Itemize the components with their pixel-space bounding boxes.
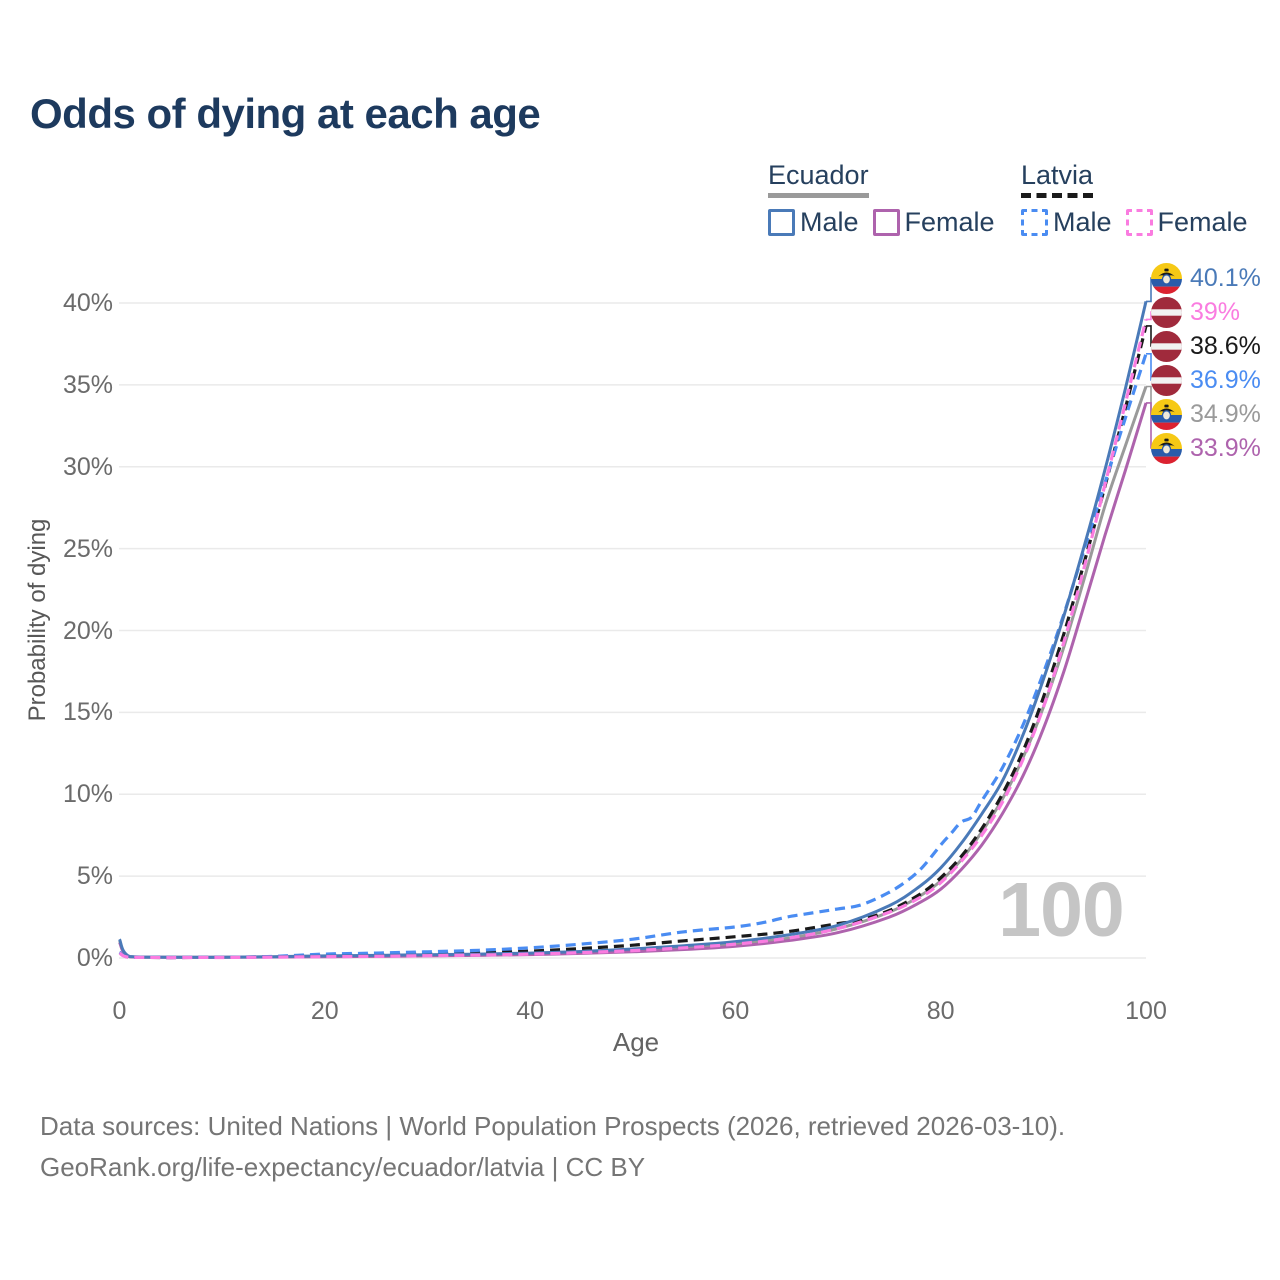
legend-item-ecuador-male[interactable]: Male <box>768 207 859 238</box>
end-value-label-ecuador-female: 33.9% <box>1190 434 1261 462</box>
y-tick-40: 40% <box>62 289 113 317</box>
y-tick-10: 10% <box>62 780 113 809</box>
x-tick-20: 20 <box>310 997 339 1025</box>
legend-header-latvia[interactable]: Latvia <box>1021 160 1094 198</box>
x-tick-60: 60 <box>721 997 750 1025</box>
legend-item-latvia-male[interactable]: Male <box>1021 207 1112 238</box>
y-tick-25: 25% <box>62 534 113 563</box>
legend-swatch-latvia-male <box>1021 209 1048 236</box>
legend-swatch-ecuador-male <box>768 209 795 236</box>
latvia-flag-icon <box>1151 365 1182 396</box>
y-tick-15: 15% <box>62 698 113 727</box>
y-axis-title: Probability of dying <box>24 518 51 722</box>
latvia-flag-icon <box>1151 331 1182 362</box>
x-tick-80: 80 <box>926 997 955 1025</box>
legend-header-ecuador-label: Ecuador <box>768 160 869 190</box>
plot-area <box>118 277 1157 960</box>
legend-label-ecuador-male: Male <box>800 207 859 237</box>
legend-swatch-latvia-line <box>1021 193 1094 198</box>
x-tick-0: 0 <box>112 997 127 1025</box>
series-line-ecuador-both[interactable] <box>118 386 1148 959</box>
y-tick-30: 30% <box>62 452 113 481</box>
end-value-label-latvia-both: 38.6% <box>1190 332 1261 360</box>
legend-swatch-ecuador-line <box>768 193 869 198</box>
y-tick-20: 20% <box>62 616 113 645</box>
footer-attribution: GeoRank.org/life-expectancy/ecuador/latv… <box>40 1152 646 1182</box>
legend-swatch-ecuador-female <box>872 209 900 236</box>
ecuador-flag-icon <box>1151 433 1182 464</box>
hover-age-watermark: 100 <box>998 867 1124 953</box>
y-tick-0: 0% <box>76 944 113 972</box>
legend-label-ecuador-female: Female <box>904 207 995 237</box>
series-line-ecuador-male[interactable] <box>118 301 1148 959</box>
y-tick-35: 35% <box>62 370 113 399</box>
ecuador-flag-icon <box>1151 399 1182 430</box>
legend-item-latvia-female[interactable]: Female <box>1125 207 1248 238</box>
legend-label-latvia-male: Male <box>1053 207 1112 237</box>
latvia-flag-icon <box>1151 297 1182 328</box>
footer: Data sources: United Nations | World Pop… <box>40 1106 1065 1188</box>
y-tick-5: 5% <box>76 862 113 891</box>
end-value-label-ecuador-both: 34.9% <box>1190 400 1261 428</box>
x-tick-40: 40 <box>516 997 544 1025</box>
legend-group-ecuador: Ecuador Male Female <box>768 160 995 238</box>
series-line-latvia-both[interactable] <box>118 325 1148 960</box>
chart-title: Odds of dying at each age <box>30 90 541 137</box>
legend-swatch-latvia-female <box>1125 209 1153 236</box>
footer-data-sources: Data sources: United Nations | World Pop… <box>40 1111 1066 1141</box>
legend-header-latvia-label: Latvia <box>1021 160 1094 190</box>
ecuador-flag-icon <box>1151 263 1182 294</box>
end-value-label-latvia-female: 39% <box>1190 298 1241 326</box>
legend-label-latvia-female: Female <box>1157 207 1248 237</box>
end-value-label-latvia-male: 36.9% <box>1190 366 1261 394</box>
series-line-latvia-male[interactable] <box>118 353 1148 960</box>
legend-item-ecuador-female[interactable]: Female <box>872 207 995 238</box>
x-tick-100: 100 <box>1125 997 1167 1025</box>
legend-group-latvia: Latvia Male Female <box>1021 160 1248 238</box>
series-line-latvia-female[interactable] <box>118 319 1148 960</box>
legend-header-ecuador[interactable]: Ecuador <box>768 160 869 198</box>
x-axis-title: Age <box>612 1027 660 1057</box>
end-value-label-ecuador-male: 40.1% <box>1190 264 1261 292</box>
